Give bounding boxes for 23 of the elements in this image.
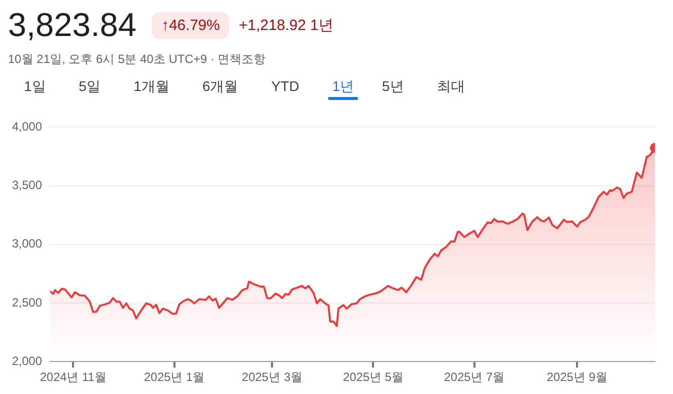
text: 1년 <box>332 78 354 96</box>
x-tick-label: 2025년 1월 <box>144 370 205 384</box>
y-tick-label: 4,000 <box>12 120 42 134</box>
x-tick-label: 2024년 11월 <box>40 370 106 384</box>
text: 최대 <box>436 78 465 96</box>
text: 1개월 <box>134 78 170 96</box>
text: 5년 <box>382 78 404 96</box>
x-tick-label: 2025년 3월 <box>242 370 302 384</box>
y-tick-label: 3,000 <box>12 236 42 251</box>
y-tick-label: 2,000 <box>12 354 42 368</box>
text: YTD <box>271 78 300 96</box>
x-tick-label: 2025년 9월 <box>546 370 608 384</box>
chart-subtitle: 10월 21일, 오후 6시 5분 40초 UTC+9 · 면책조항 <box>8 51 266 68</box>
text: 6개월 <box>202 78 238 96</box>
text: 1일 <box>24 78 46 96</box>
x-tick-label: 2025년 5월 <box>342 370 404 384</box>
y-tick-label: 2,500 <box>12 295 42 310</box>
y-tick-label: 3,500 <box>12 178 42 192</box>
x-tick-label: 2025년 7월 <box>444 370 505 384</box>
text: +1,218.92 1년 <box>238 16 334 34</box>
text: ↑46.79% <box>152 12 229 38</box>
chart-title: 3,823.84 <box>8 6 136 44</box>
text: 5일 <box>78 78 101 96</box>
